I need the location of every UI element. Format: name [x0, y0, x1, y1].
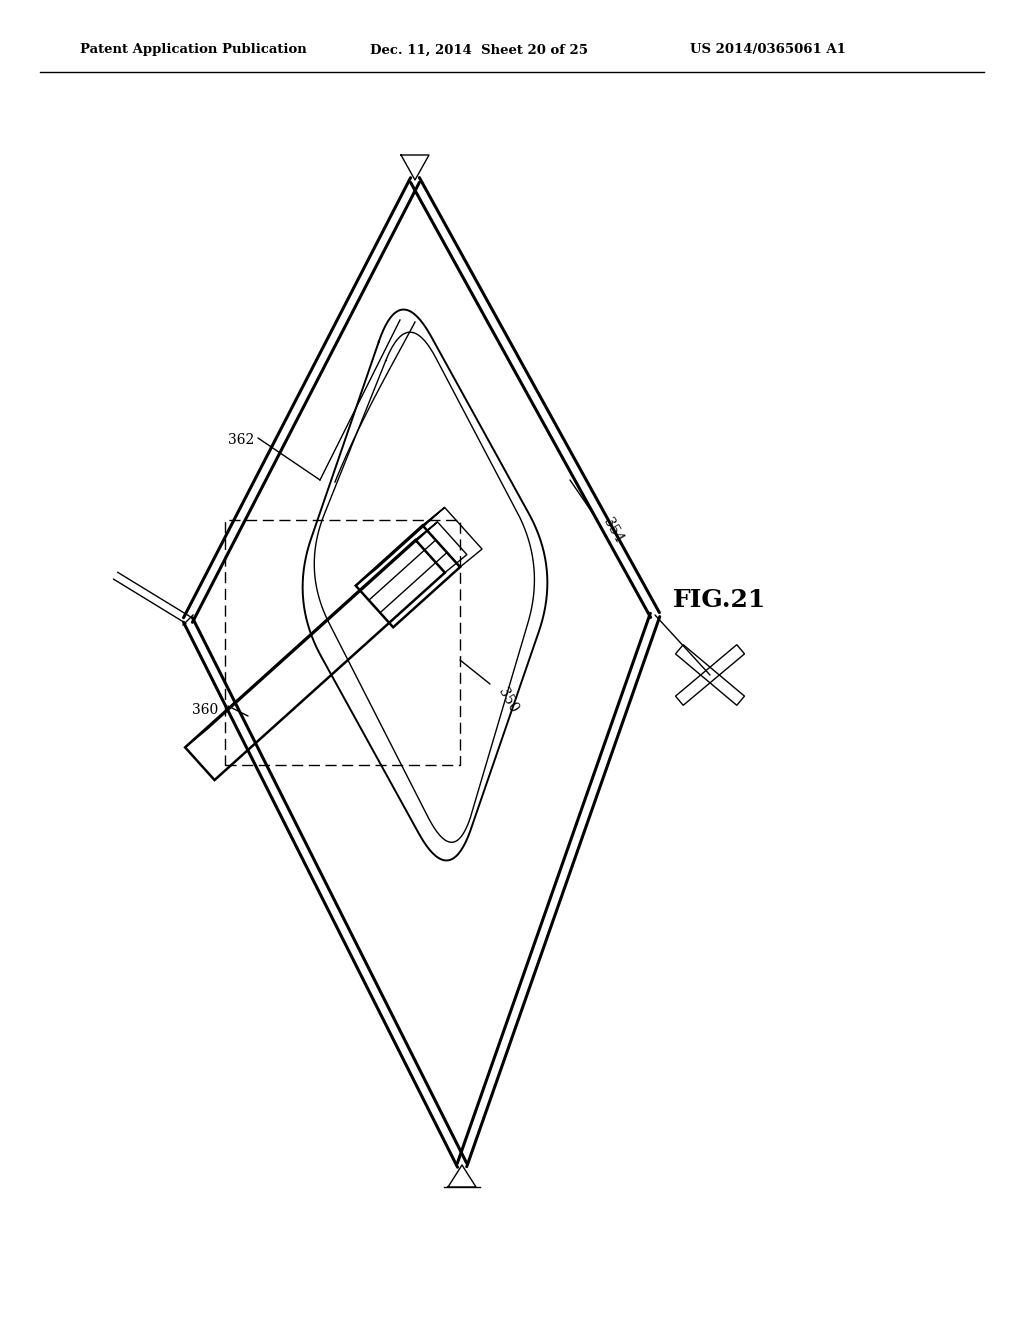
Text: US 2014/0365061 A1: US 2014/0365061 A1 — [690, 44, 846, 57]
Text: Dec. 11, 2014  Sheet 20 of 25: Dec. 11, 2014 Sheet 20 of 25 — [370, 44, 588, 57]
Text: 350: 350 — [495, 685, 520, 715]
Text: Patent Application Publication: Patent Application Publication — [80, 44, 307, 57]
Text: 354: 354 — [600, 515, 626, 545]
Text: FIG.21: FIG.21 — [674, 587, 767, 612]
Text: 362: 362 — [228, 433, 254, 447]
Text: 360: 360 — [193, 704, 218, 717]
